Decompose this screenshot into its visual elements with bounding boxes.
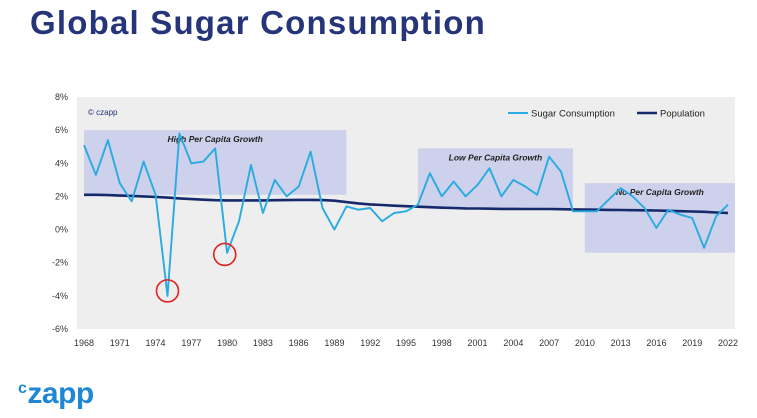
watermark: © czapp bbox=[88, 108, 118, 117]
x-tick-label: 1968 bbox=[74, 338, 94, 348]
region-label: High Per Capita Growth bbox=[167, 134, 262, 144]
y-tick-label: -6% bbox=[52, 324, 68, 334]
region-band bbox=[84, 130, 347, 195]
x-tick-label: 1998 bbox=[432, 338, 452, 348]
region-label: No Per Capita Growth bbox=[616, 187, 704, 197]
page-title: Global Sugar Consumption bbox=[30, 4, 486, 41]
x-tick-label: 1992 bbox=[360, 338, 380, 348]
y-tick-label: -2% bbox=[52, 258, 68, 268]
x-tick-label: 1977 bbox=[181, 338, 201, 348]
x-tick-label: 1971 bbox=[110, 338, 130, 348]
legend-label: Population bbox=[660, 109, 705, 120]
x-tick-label: 2013 bbox=[611, 338, 631, 348]
y-tick-label: 2% bbox=[55, 191, 68, 201]
x-tick-label: 2010 bbox=[575, 338, 595, 348]
x-tick-label: 2004 bbox=[503, 338, 523, 348]
logo-sup: c bbox=[18, 380, 27, 397]
x-tick-label: 1986 bbox=[289, 338, 309, 348]
x-tick-label: 2019 bbox=[682, 338, 702, 348]
highlight-circle bbox=[212, 242, 237, 267]
legend-label: Sugar Consumption bbox=[531, 109, 615, 120]
y-tick-label: 6% bbox=[55, 125, 68, 135]
y-tick-label: 4% bbox=[55, 158, 68, 168]
x-tick-label: 1974 bbox=[146, 338, 166, 348]
population-line bbox=[84, 193, 729, 215]
czapp-logo: czapp bbox=[18, 377, 94, 411]
region-band bbox=[584, 183, 735, 253]
x-tick-label: 2022 bbox=[718, 338, 738, 348]
sugar-consumption-line bbox=[83, 132, 729, 297]
x-tick-label: 2007 bbox=[539, 338, 559, 348]
region-band bbox=[417, 148, 573, 209]
x-tick-label: 2016 bbox=[646, 338, 666, 348]
x-tick-label: 1995 bbox=[396, 338, 416, 348]
x-tick-label: 1983 bbox=[253, 338, 273, 348]
x-tick-label: 1980 bbox=[217, 338, 237, 348]
x-tick-label: 1989 bbox=[324, 338, 344, 348]
x-tick-label: 2001 bbox=[468, 338, 488, 348]
y-tick-label: 8% bbox=[55, 92, 68, 102]
y-tick-label: 0% bbox=[55, 225, 68, 235]
highlight-circle bbox=[155, 279, 180, 303]
y-tick-label: -4% bbox=[52, 291, 68, 301]
region-label: Low Per Capita Growth bbox=[449, 152, 543, 162]
legend: Sugar Consumption Population bbox=[508, 109, 705, 120]
logo-text: zapp bbox=[27, 377, 94, 410]
